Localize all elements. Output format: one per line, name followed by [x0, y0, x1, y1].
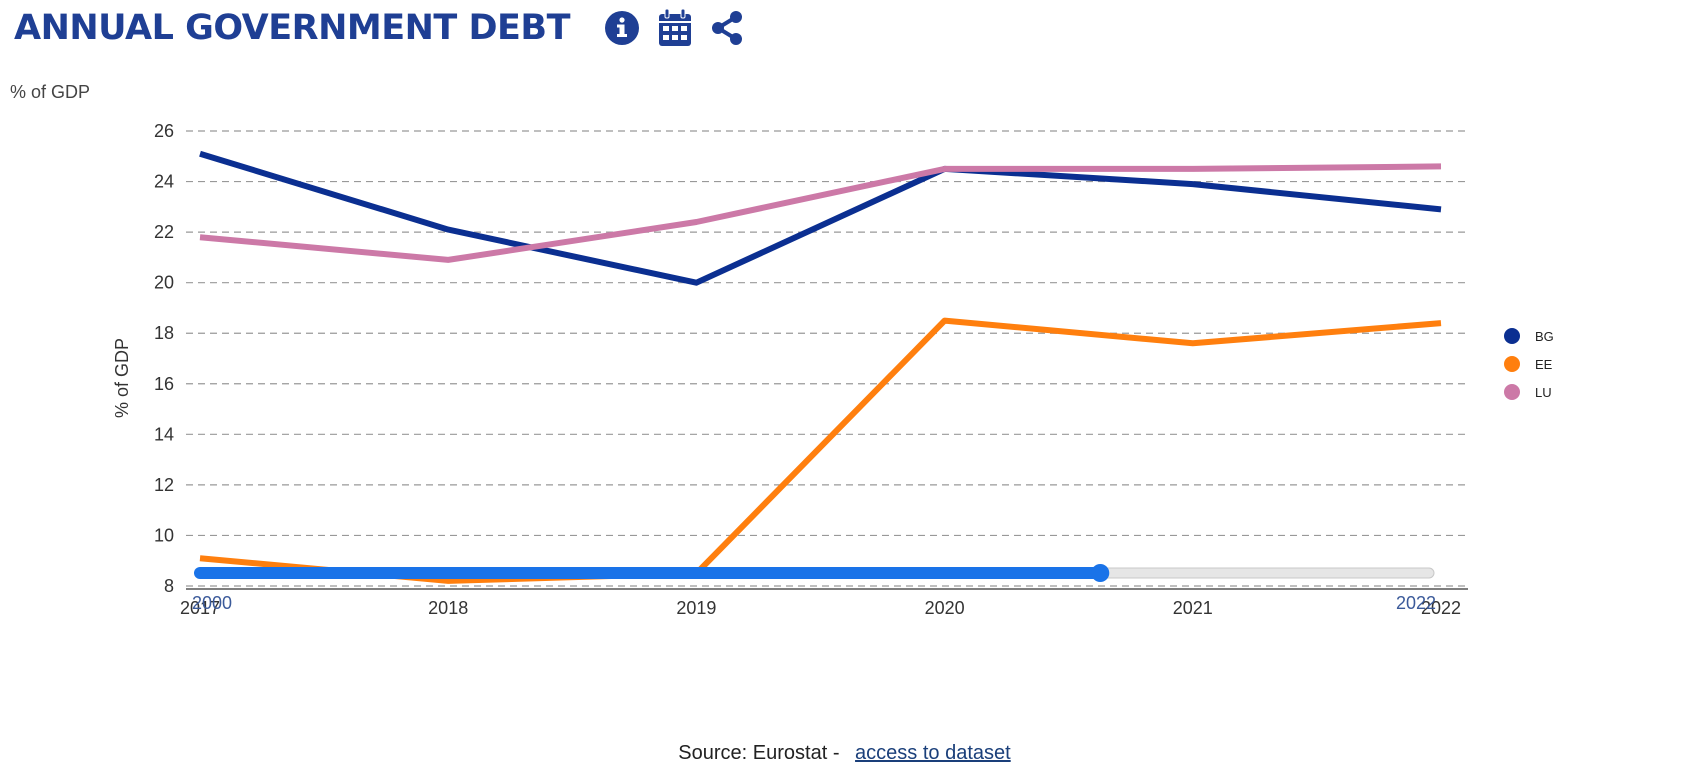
y-tick-label: 12 — [154, 475, 174, 495]
legend-marker-bg[interactable] — [1504, 328, 1520, 344]
slider-start-label: 2000 — [192, 593, 232, 613]
dataset-link[interactable]: access to dataset — [855, 742, 1011, 764]
legend-marker-ee[interactable] — [1504, 356, 1520, 372]
y-tick-label: 14 — [154, 424, 174, 444]
x-tick-label: 2020 — [925, 598, 965, 618]
legend-marker-lu[interactable] — [1504, 384, 1520, 400]
legend: BG EE LU — [1504, 328, 1554, 400]
legend-label-lu: LU — [1535, 385, 1552, 400]
time-range-slider[interactable]: 2000 2022 — [192, 564, 1436, 613]
y-tick-label: 18 — [154, 323, 174, 343]
legend-label-ee: EE — [1535, 357, 1553, 372]
y-tick-label: 26 — [154, 121, 174, 141]
source-line: Source: Eurostat - access to dataset — [0, 742, 1689, 765]
slider-end-label: 2022 — [1396, 593, 1436, 613]
series-line-ee — [199, 317, 1442, 584]
y-tick-label: 20 — [154, 273, 174, 293]
series-lines — [199, 150, 1442, 584]
slider-fill — [194, 567, 1101, 579]
source-text: Source: Eurostat - — [678, 742, 840, 764]
y-tick-label: 8 — [164, 576, 174, 596]
info-icon[interactable] — [604, 10, 640, 46]
series-line-lu — [199, 163, 1442, 263]
grid-lines — [186, 130, 1468, 587]
y-tick-label: 10 — [154, 525, 174, 545]
legend-label-bg: BG — [1535, 329, 1554, 344]
chart-header: ANNUAL GOVERNMENT DEBT — [14, 0, 744, 56]
x-tick-label: 2018 — [428, 598, 468, 618]
y-tick-label: 22 — [154, 222, 174, 242]
x-tick-label: 2017 — [180, 598, 220, 618]
unit-label: % of GDP — [10, 82, 91, 102]
y-axis-title: % of GDP — [112, 338, 132, 418]
x-tick-label: 2022 — [1421, 598, 1461, 618]
slider-handle[interactable] — [1091, 564, 1110, 582]
x-tick-label: 2019 — [676, 598, 716, 618]
x-tick-label: 2021 — [1173, 598, 1213, 618]
share-icon[interactable] — [710, 10, 744, 46]
chart-title: ANNUAL GOVERNMENT DEBT — [14, 8, 570, 48]
calendar-icon[interactable] — [658, 8, 692, 47]
series-line-bg — [199, 150, 1442, 286]
header-toolbar — [604, 8, 744, 47]
y-tick-label: 16 — [154, 374, 174, 394]
y-tick-label: 24 — [154, 172, 174, 192]
